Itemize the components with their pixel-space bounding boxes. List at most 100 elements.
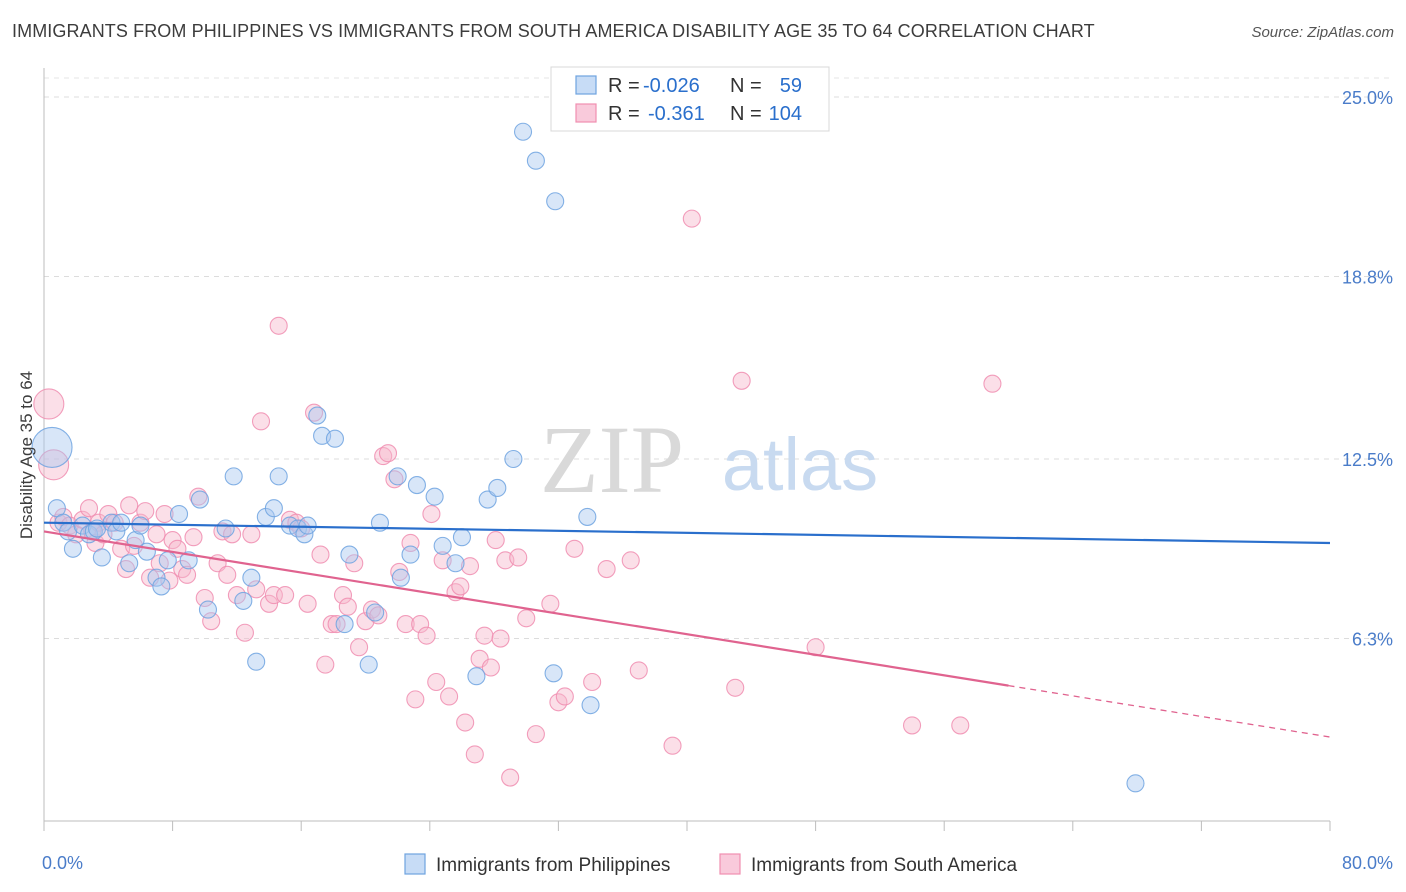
legend-r-value-blue: -0.026 <box>643 75 700 97</box>
data-point <box>732 371 751 390</box>
data-point <box>31 426 73 468</box>
data-point <box>158 551 177 570</box>
legend-n-value-blue: 59 <box>780 75 802 97</box>
x-tick-label: 0.0% <box>42 853 83 873</box>
data-point <box>726 678 745 697</box>
data-point <box>116 559 136 579</box>
data-point <box>311 545 330 564</box>
trend-line-south-america-dashed <box>1008 684 1331 738</box>
data-point <box>178 565 197 584</box>
legend-box: R = -0.026 N = 59 R = -0.361 N = 104 <box>550 66 830 132</box>
data-point <box>298 516 317 535</box>
data-point <box>621 551 640 570</box>
data-point <box>251 412 271 431</box>
bottom-legend-label-blue: Immigrants from Philippines <box>436 855 670 876</box>
data-point <box>385 470 404 489</box>
data-point <box>79 499 99 518</box>
data-point <box>481 658 500 677</box>
data-point <box>276 586 295 605</box>
data-point <box>247 580 266 599</box>
data-point <box>163 531 182 550</box>
data-point <box>366 603 385 622</box>
series-philippines-points <box>31 122 1145 793</box>
data-point <box>33 388 65 420</box>
data-point <box>198 600 218 619</box>
legend-n-label-pink: N = <box>730 103 762 125</box>
data-point <box>155 504 174 524</box>
data-point <box>517 609 536 628</box>
data-point <box>269 467 288 486</box>
data-point <box>112 513 131 532</box>
data-point <box>546 192 565 211</box>
data-point <box>951 716 970 735</box>
data-point <box>120 496 139 515</box>
data-point <box>526 725 545 744</box>
data-point <box>406 690 425 709</box>
data-point <box>544 664 563 683</box>
data-point <box>216 519 235 538</box>
data-point <box>340 545 359 564</box>
data-point <box>305 403 324 422</box>
data-point <box>189 487 208 506</box>
data-point <box>264 499 283 518</box>
trend-lines <box>43 521 1331 738</box>
data-point <box>169 504 189 524</box>
trend-line-south-america <box>43 530 1009 687</box>
data-point <box>452 528 472 547</box>
data-point <box>338 597 357 616</box>
data-point <box>488 478 507 498</box>
grid-lines <box>44 77 1394 640</box>
data-point <box>322 615 341 634</box>
data-point <box>195 588 214 608</box>
data-point <box>63 539 82 558</box>
bottom-legend-swatch-pink <box>719 853 741 875</box>
data-point <box>583 672 602 692</box>
data-point <box>308 406 327 425</box>
data-point <box>335 615 354 634</box>
watermark-zip: ZIP <box>540 406 684 513</box>
data-point <box>467 667 486 686</box>
data-point <box>501 768 520 787</box>
data-point <box>136 502 155 521</box>
data-point <box>242 568 261 587</box>
bottom-legend: Immigrants from Philippines Immigrants f… <box>404 853 1018 876</box>
data-point <box>465 745 484 764</box>
data-point <box>147 568 166 587</box>
chart-source: Source: ZipAtlas.com <box>1251 24 1394 41</box>
data-point <box>451 577 470 596</box>
data-point <box>325 429 345 448</box>
data-point <box>509 548 528 567</box>
data-point <box>184 528 203 547</box>
axes <box>43 68 1331 831</box>
y-axis-label: Disability Age 35 to 64 <box>17 371 36 539</box>
data-point <box>629 661 648 680</box>
data-point <box>565 539 584 558</box>
data-point <box>38 449 70 481</box>
chart-title: IMMIGRANTS FROM PHILIPPINES VS IMMIGRANT… <box>12 21 1095 41</box>
data-point <box>504 449 523 469</box>
data-point <box>440 687 459 706</box>
trend-line-philippines <box>43 521 1331 545</box>
data-point <box>152 577 171 596</box>
data-point <box>411 615 430 634</box>
data-point <box>417 626 436 645</box>
data-point <box>374 447 393 466</box>
legend-r-label-pink: R = <box>608 103 640 125</box>
data-point <box>137 542 156 561</box>
data-point <box>345 554 364 573</box>
data-point <box>526 151 545 170</box>
data-point <box>333 586 353 605</box>
data-point <box>456 713 475 732</box>
data-point <box>247 652 266 671</box>
data-point <box>396 615 415 634</box>
data-point <box>378 444 398 463</box>
data-point <box>578 507 597 526</box>
data-point <box>541 594 560 613</box>
data-point <box>259 594 279 613</box>
legend-n-label-blue: N = <box>730 75 762 97</box>
watermark-atlas: atlas <box>722 423 878 506</box>
data-point <box>513 122 533 141</box>
data-point <box>269 316 288 335</box>
y-tick-label: 18.8% <box>1342 268 1393 288</box>
